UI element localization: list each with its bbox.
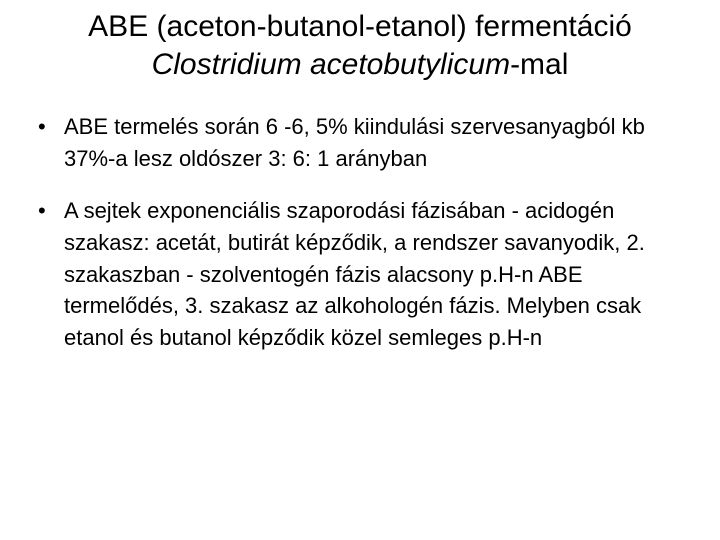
title-line2-tail: -mal xyxy=(510,48,568,81)
slide-title: ABE (aceton-butanol-etanol) fermentáció … xyxy=(28,8,692,83)
title-line1: ABE (aceton-butanol-etanol) fermentáció xyxy=(88,10,632,43)
bullet-list: ABE termelés során 6 -6, 5% kiindulási s… xyxy=(28,111,692,354)
title-line2-italic: Clostridium acetobutylicum xyxy=(152,48,510,81)
bullet-text: ABE termelés során 6 -6, 5% kiindulási s… xyxy=(64,114,645,171)
bullet-text: A sejtek exponenciális szaporodási fázis… xyxy=(64,198,645,351)
list-item: A sejtek exponenciális szaporodási fázis… xyxy=(38,195,692,354)
list-item: ABE termelés során 6 -6, 5% kiindulási s… xyxy=(38,111,692,175)
slide: ABE (aceton-butanol-etanol) fermentáció … xyxy=(0,0,720,540)
